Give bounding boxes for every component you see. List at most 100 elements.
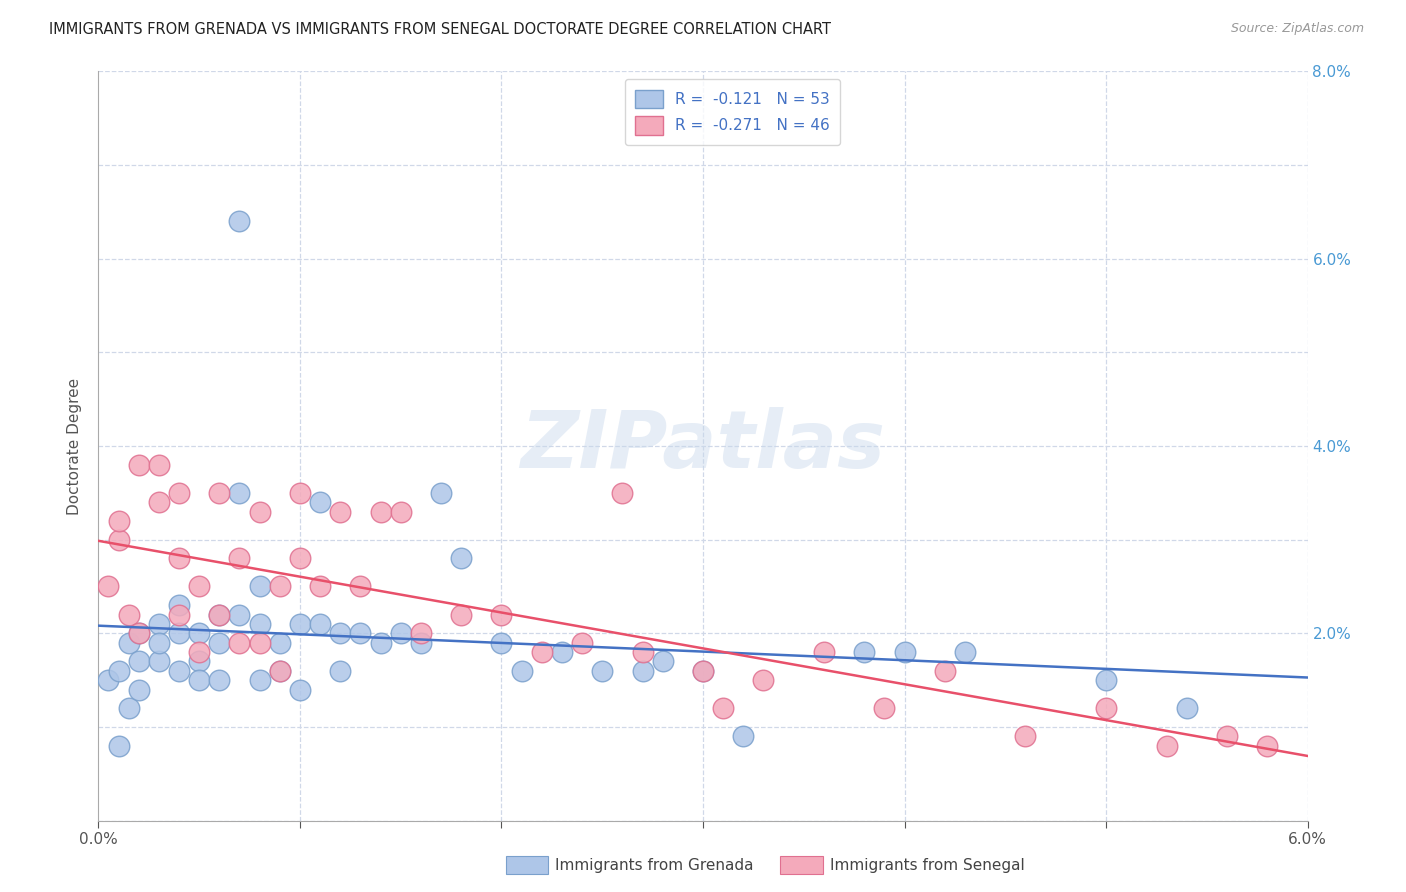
Point (692, 664, 714, 678)
Point (450, 551, 472, 566)
Point (288, 617, 311, 632)
Point (167, 485, 190, 500)
Point (409, 635, 432, 649)
Point (288, 682, 311, 697)
Point (329, 626, 352, 640)
Point (249, 580, 271, 594)
Point (167, 626, 190, 640)
Text: Immigrants from Grenada: Immigrants from Grenada (555, 858, 754, 872)
Text: IMMIGRANTS FROM GRENADA VS IMMIGRANTS FROM SENEGAL DOCTORATE DEGREE CORRELATION : IMMIGRANTS FROM GRENADA VS IMMIGRANTS FR… (49, 22, 831, 37)
Point (389, 626, 412, 640)
Point (188, 580, 211, 594)
Point (288, 485, 311, 500)
Point (118, 607, 141, 622)
Point (692, 664, 714, 678)
Point (188, 626, 211, 640)
Point (208, 635, 231, 649)
Point (953, 645, 976, 659)
Point (228, 485, 250, 500)
Point (107, 514, 129, 528)
Point (148, 655, 170, 669)
Point (288, 551, 311, 566)
Point (1175, 701, 1198, 715)
Point (752, 673, 775, 688)
Legend: R =  -0.121   N = 53, R =  -0.271   N = 46: R = -0.121 N = 53, R = -0.271 N = 46 (624, 79, 841, 145)
Point (1216, 730, 1239, 744)
Point (591, 664, 613, 678)
Point (208, 485, 231, 500)
Point (269, 580, 291, 594)
Point (128, 626, 150, 640)
Point (148, 635, 170, 649)
Point (1095, 673, 1118, 688)
Point (188, 645, 211, 659)
Point (208, 673, 231, 688)
Point (128, 682, 150, 697)
Point (450, 607, 472, 622)
Point (370, 505, 392, 519)
Point (329, 664, 352, 678)
Point (491, 635, 513, 649)
Point (934, 664, 956, 678)
Point (1095, 701, 1118, 715)
Point (370, 635, 392, 649)
Point (873, 701, 896, 715)
Point (329, 505, 352, 519)
Point (893, 645, 915, 659)
Point (148, 458, 170, 472)
Point (128, 626, 150, 640)
Point (813, 645, 835, 659)
Point (651, 655, 673, 669)
Point (228, 551, 250, 566)
Point (249, 635, 271, 649)
Point (208, 607, 231, 622)
Point (349, 626, 371, 640)
Point (97, 673, 120, 688)
Point (128, 655, 150, 669)
Point (510, 664, 533, 678)
Point (711, 701, 734, 715)
Point (107, 739, 129, 753)
Point (430, 485, 453, 500)
Point (228, 607, 250, 622)
Point (167, 664, 190, 678)
Text: Immigrants from Senegal: Immigrants from Senegal (830, 858, 1025, 872)
Point (309, 617, 332, 632)
Point (228, 214, 250, 228)
Point (148, 617, 170, 632)
Point (1156, 739, 1178, 753)
Point (389, 505, 412, 519)
Point (118, 635, 141, 649)
Point (188, 655, 211, 669)
Point (107, 664, 129, 678)
Point (409, 626, 432, 640)
Point (118, 701, 141, 715)
Point (269, 664, 291, 678)
Point (228, 635, 250, 649)
Point (631, 645, 654, 659)
Point (733, 730, 755, 744)
Point (571, 635, 593, 649)
Point (97, 580, 120, 594)
Point (269, 664, 291, 678)
Point (249, 617, 271, 632)
Point (491, 607, 513, 622)
Point (167, 607, 190, 622)
Point (148, 495, 170, 509)
Point (1014, 730, 1036, 744)
Point (631, 664, 654, 678)
Point (249, 673, 271, 688)
Point (612, 485, 634, 500)
Text: Source: ZipAtlas.com: Source: ZipAtlas.com (1230, 22, 1364, 36)
Point (309, 495, 332, 509)
Point (107, 533, 129, 547)
Y-axis label: Doctorate Degree: Doctorate Degree (67, 377, 83, 515)
Text: ZIPatlas: ZIPatlas (520, 407, 886, 485)
Point (551, 645, 574, 659)
Point (1256, 739, 1278, 753)
Point (208, 607, 231, 622)
Point (853, 645, 876, 659)
Point (167, 551, 190, 566)
Point (269, 635, 291, 649)
Point (167, 599, 190, 613)
